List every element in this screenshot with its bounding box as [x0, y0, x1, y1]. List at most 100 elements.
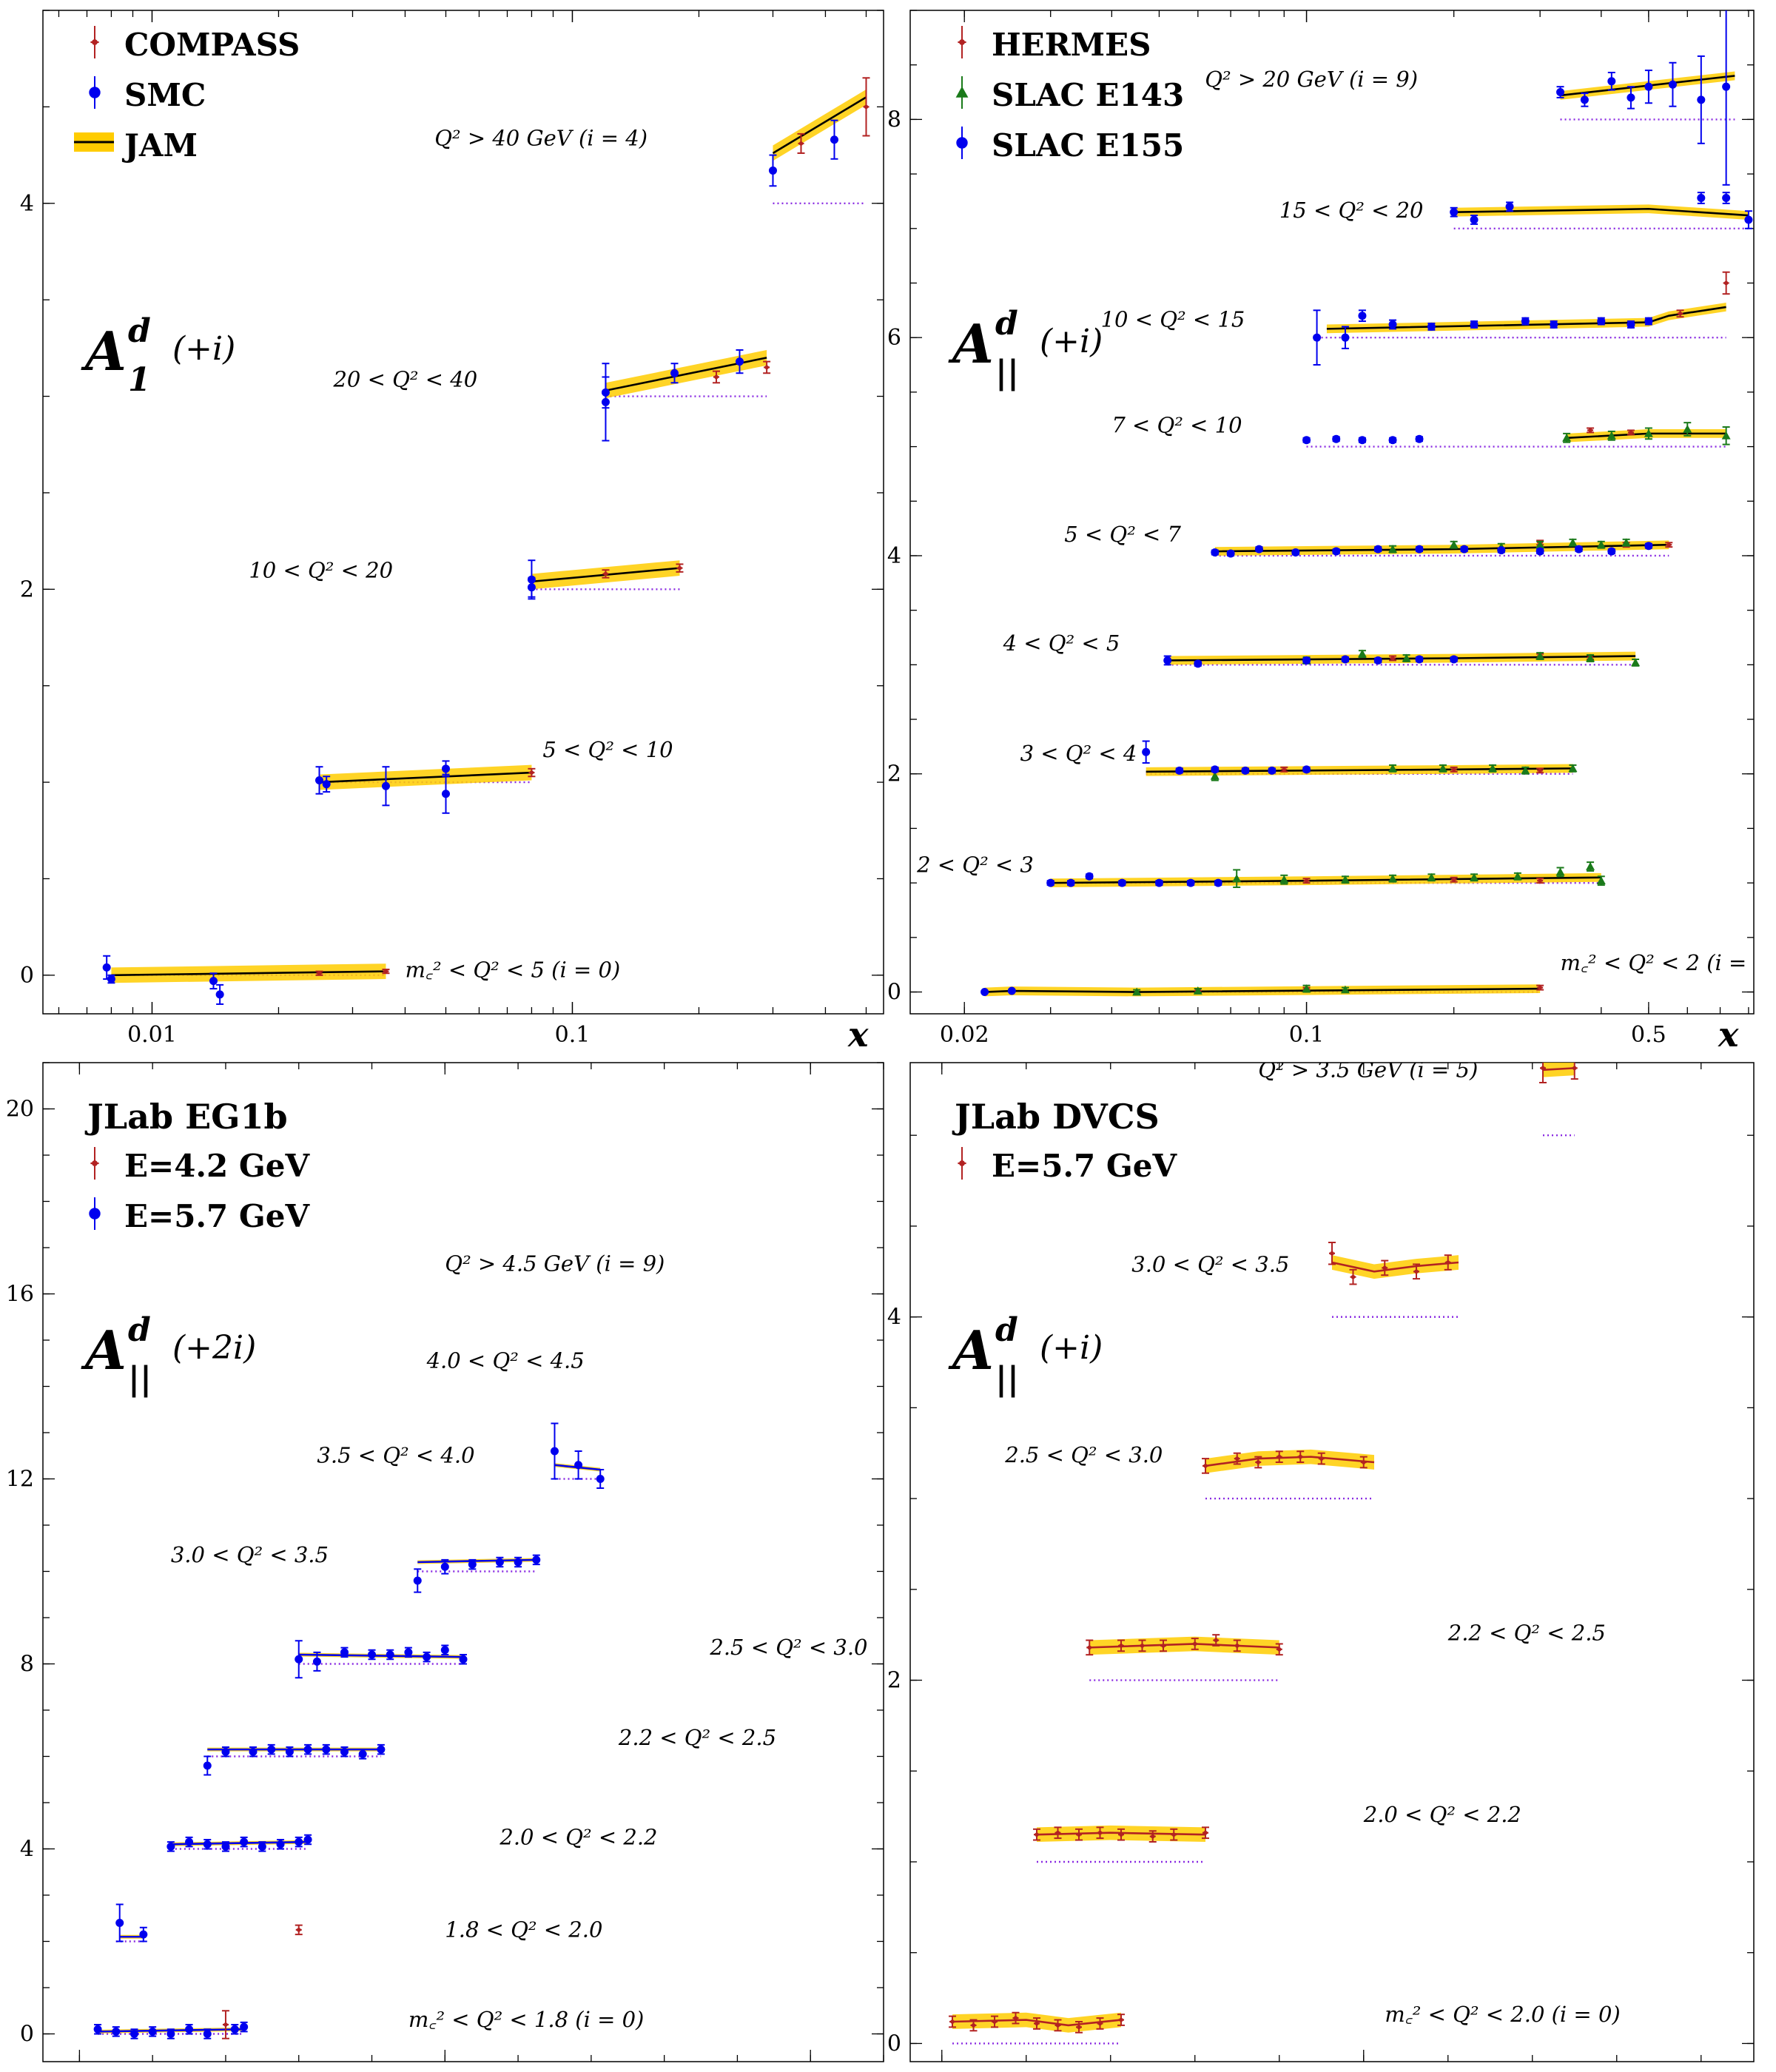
- data-point: [315, 776, 324, 784]
- data-point: [1117, 878, 1126, 887]
- data-point: [1142, 747, 1151, 756]
- data-point: [215, 990, 224, 999]
- x-tick-label: 0.2: [62, 2070, 98, 2072]
- data-point: [1214, 1638, 1219, 1643]
- data-point: [1171, 1832, 1177, 1837]
- data-point: [1234, 1644, 1240, 1648]
- y-label-super: d: [995, 1311, 1018, 1349]
- data-point: [317, 971, 322, 976]
- q2-bin: 10 < Q² < 20: [249, 558, 684, 600]
- y-tick-label: 16: [6, 1282, 34, 1308]
- data-point: [312, 1657, 321, 1666]
- data-point: [1449, 540, 1459, 549]
- data-point: [1744, 215, 1753, 224]
- q2-bin-label: 2.2 < Q² < 2.5: [1447, 1621, 1606, 1646]
- x-tick-label: 0.01: [127, 1022, 177, 1048]
- data-point: [1538, 768, 1542, 773]
- data-point: [1450, 208, 1459, 217]
- theory-band: [1332, 1255, 1459, 1279]
- data-point: [1451, 767, 1456, 772]
- q2-bin-label: 5 < Q² < 7: [1064, 522, 1181, 547]
- data-point: [1536, 651, 1545, 660]
- data-point: [736, 357, 744, 366]
- q2-bin-label: 10 < Q² < 20: [249, 558, 393, 583]
- data-point: [971, 2023, 976, 2028]
- data-point: [221, 1747, 230, 1756]
- chart-title: JLab DVCS: [952, 1097, 1160, 1137]
- data-point: [1683, 424, 1692, 433]
- data-point: [1470, 215, 1479, 224]
- legend-label: E=5.7 GeV: [124, 1198, 310, 1234]
- q2-bin: 2.5 < Q² < 3.0: [295, 1635, 868, 1679]
- data-point: [1388, 320, 1397, 329]
- plot-area: Q² > 40 GeV (i = 4) 20 < Q² < 40 10 < Q² <…: [102, 77, 870, 1005]
- data-point: [1357, 649, 1367, 658]
- data-point: [423, 1652, 431, 1661]
- data-point: [322, 780, 331, 789]
- data-point: [955, 86, 969, 98]
- data-point: [468, 1560, 477, 1569]
- data-point: [1304, 878, 1309, 883]
- series-slac-e143: [1132, 984, 1350, 996]
- data-point: [1588, 428, 1592, 433]
- data-point: [1282, 767, 1287, 772]
- data-point: [1697, 95, 1706, 104]
- theory-band: [1214, 540, 1669, 556]
- q2-bin: 15 < Q² < 20: [1279, 192, 1753, 229]
- theory-curve: [111, 970, 386, 977]
- y-axis: 0 4 8 12 16 20: [6, 1062, 884, 2048]
- x-tick-label: 0.4: [1346, 2070, 1382, 2072]
- series-hermes: [1587, 427, 1635, 436]
- theory-curve: [170, 1840, 309, 1846]
- series-compass: [602, 563, 684, 579]
- data-point: [1154, 878, 1163, 887]
- plot-area: Q² > 3.5 GeV (i = 5) 3.0 < Q² < 3.5 2.5 < …: [949, 1063, 1621, 2045]
- q2-bin-label: Q² > 20 GeV (i = 9): [1205, 67, 1418, 92]
- legend-label: E=4.2 GeV: [124, 1148, 310, 1184]
- data-point: [601, 397, 610, 406]
- series-e-5-7-gev: [203, 1743, 386, 1776]
- data-point: [223, 2022, 228, 2027]
- data-point: [1568, 538, 1578, 547]
- x-tick-label: 0.2: [924, 2070, 960, 2072]
- data-point: [1388, 436, 1397, 445]
- q2-bin-label: 2 < Q² < 3: [916, 852, 1034, 877]
- data-point: [383, 969, 388, 974]
- data-point: [89, 1208, 101, 1220]
- q2-bin: m꜀² < Q² < 5 (i = 0): [102, 955, 620, 1005]
- q2-bin-label: Q² > 4.5 GeV (i = 9): [445, 1251, 665, 1276]
- series-e-5-7-gev: [1033, 1826, 1209, 1843]
- q2-bin-label: 2.5 < Q² < 3.0: [1004, 1442, 1163, 1467]
- q2-bin-label: 4.0 < Q² < 4.5: [426, 1348, 585, 1373]
- data-point: [1722, 82, 1731, 91]
- data-point: [1046, 878, 1055, 887]
- data-point: [89, 87, 101, 98]
- data-point: [1163, 656, 1172, 665]
- data-point: [1119, 1644, 1123, 1648]
- data-point: [1035, 1832, 1039, 1837]
- series-compass: [315, 969, 390, 976]
- series-smc: [768, 119, 838, 187]
- data-point: [1445, 1260, 1450, 1265]
- q2-bin-label: 7 < Q² < 10: [1111, 412, 1242, 437]
- data-point: [1521, 766, 1530, 775]
- data-point: [1550, 320, 1558, 329]
- q2-bin-label: 20 < Q² < 40: [332, 367, 477, 392]
- data-point: [1607, 77, 1616, 86]
- data-point: [1226, 549, 1235, 558]
- plot-frame: [42, 10, 884, 1015]
- data-point: [527, 583, 536, 592]
- data-point: [139, 1930, 148, 1939]
- data-point: [1415, 545, 1424, 554]
- data-point: [1627, 320, 1635, 329]
- data-point: [1186, 878, 1195, 887]
- data-point: [1586, 653, 1595, 662]
- data-point: [92, 39, 98, 45]
- series-compass: [712, 360, 771, 384]
- q2-bin-label: 15 < Q² < 20: [1279, 198, 1424, 223]
- y-label-sub: ||: [128, 1360, 152, 1398]
- data-point: [1427, 322, 1436, 331]
